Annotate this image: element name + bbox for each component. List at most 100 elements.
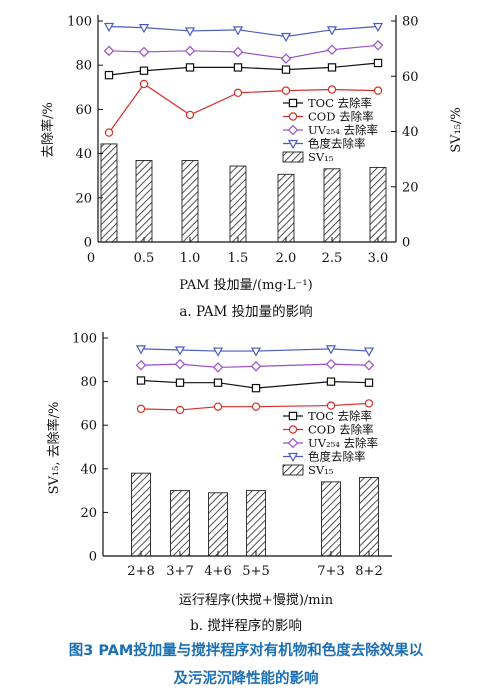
y-tick-label: 0: [89, 550, 97, 565]
series-line: [140, 402, 370, 411]
data-point: [325, 345, 337, 355]
series-line: [108, 25, 379, 38]
legend-bar-swatch: [282, 464, 304, 476]
data-point: [280, 53, 292, 64]
data-point: [363, 360, 375, 371]
legend-label: TOC 去除率: [308, 409, 372, 423]
sv15-bar: [135, 160, 153, 243]
data-point: [136, 376, 146, 385]
data-point: [138, 46, 150, 58]
chart-stirring-program: 0 20 40 60 80 100 2+8 3+7 4+6 5+5 7+3 8+2 SV₁₅, 去除率/…: [46, 332, 392, 634]
legend-label: 色度去除率: [308, 450, 366, 464]
legend-label: COD 去除率: [308, 423, 374, 437]
data-point: [135, 345, 147, 355]
figure-caption-line2: 及污泥沉降性能的影响: [174, 669, 319, 687]
figure-caption-line1: 图3 PAM投加量与搅拌程序对有机物和色度去除效果以: [69, 641, 424, 659]
data-point: [212, 347, 224, 357]
sv15-bar: [181, 160, 199, 243]
legend-marker: [288, 411, 298, 421]
y-tick-label: 100: [72, 332, 97, 347]
sv15-bar: [246, 490, 266, 557]
data-point: [327, 63, 337, 72]
data-point: [184, 45, 196, 57]
legend-label: UV₂₅₄ 去除率: [308, 436, 378, 450]
y-tick-label: 20: [80, 506, 97, 521]
y-tick-label-left: 0: [84, 236, 92, 251]
data-point: [364, 399, 374, 408]
data-point: [136, 404, 146, 414]
data-point: [281, 65, 291, 74]
sv15-bar: [359, 477, 379, 557]
sv15-bar: [100, 143, 118, 243]
data-point: [104, 70, 114, 80]
y-tick-label: 60: [80, 419, 97, 434]
data-point: [364, 378, 374, 387]
x-tick-label: 0.5: [134, 251, 155, 266]
legend-label: UV₂₅₄ 去除率: [308, 123, 378, 137]
x-tick-label: 1.0: [180, 251, 201, 266]
data-point: [251, 402, 261, 411]
data-point: [327, 85, 337, 94]
x-tick-label: 5+5: [242, 564, 269, 579]
data-point: [139, 66, 149, 75]
data-point: [184, 27, 196, 37]
legend-label: TOC 去除率: [308, 96, 372, 110]
y-tick-label-right: 0: [402, 236, 410, 251]
y-tick-label-right: 40: [402, 125, 419, 140]
legend-marker: [288, 425, 298, 434]
data-point: [212, 362, 224, 373]
legend-marker: [287, 139, 299, 150]
data-point: [326, 44, 338, 55]
y-tick-label: 40: [80, 462, 97, 477]
data-point: [104, 128, 114, 137]
legend-bar-swatch: [282, 151, 304, 163]
data-point: [139, 79, 149, 89]
data-point: [326, 401, 336, 410]
x-axis-label: PAM 投加量/(mg·L⁻¹): [179, 277, 312, 293]
legend-marker: [287, 452, 299, 463]
data-point: [135, 360, 147, 371]
data-point: [185, 63, 195, 72]
data-point: [175, 378, 185, 387]
sv15-bar: [323, 168, 341, 243]
y-tick-label-right: 60: [402, 70, 419, 85]
x-tick-label: 2+8: [127, 564, 154, 579]
y-tick-label-left: 40: [75, 147, 92, 162]
data-point: [232, 26, 244, 36]
x-tick-label: 1.5: [228, 251, 249, 266]
x-tick-label: 4+6: [204, 564, 231, 579]
y-tick-label: 80: [80, 375, 97, 390]
sv15-bar: [208, 492, 228, 557]
data-point: [325, 358, 337, 370]
sv15-bar: [369, 166, 387, 243]
sv15-bar: [170, 490, 190, 557]
x-tick-label: 3.0: [368, 251, 389, 266]
data-point: [174, 358, 186, 370]
legend-label: SV₁₅: [308, 150, 334, 164]
y-tick-label-left: 60: [75, 103, 92, 118]
data-point: [233, 88, 243, 98]
y-tick-label-left: 100: [67, 15, 92, 30]
data-point: [213, 402, 223, 411]
data-point: [175, 405, 185, 415]
x-tick-label: 8+2: [355, 564, 382, 579]
sv15-bar: [131, 472, 151, 557]
series-line: [108, 44, 379, 60]
data-point: [373, 86, 383, 95]
data-point: [326, 377, 336, 386]
sv15-bar: [229, 165, 247, 243]
y-tick-label-right: 20: [402, 180, 419, 195]
data-point: [138, 24, 150, 34]
data-point: [103, 22, 115, 33]
x-tick-label: 7+3: [317, 564, 344, 579]
data-point: [103, 45, 115, 57]
chart-pam-dosage: 0 20 40 60 80 100 0 20 40 60 80 0 0.5 1.0 1.5 2.0 2.5 3.0…: [40, 15, 464, 321]
x-axis-label: 运行程序(快搅+慢搅)/min: [179, 592, 334, 608]
subplot-title: a. PAM 投加量的影响: [179, 304, 312, 320]
series-line: [108, 62, 379, 76]
x-tick-label: 0: [87, 251, 95, 266]
data-point: [213, 378, 223, 387]
y-tick-label-left: 20: [75, 191, 92, 206]
sv15-bar: [277, 173, 295, 243]
